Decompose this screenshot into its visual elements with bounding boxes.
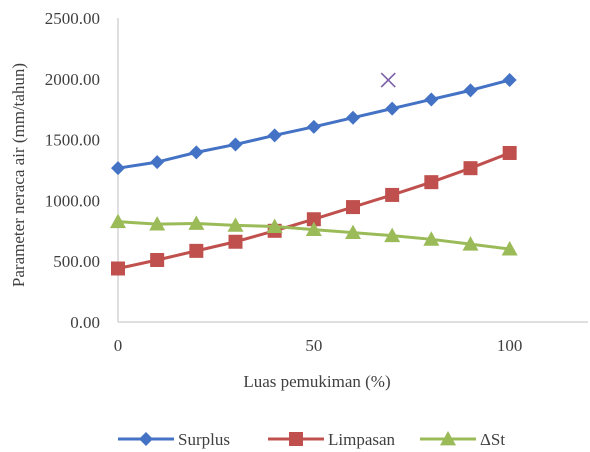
data-point xyxy=(267,128,282,143)
data-point xyxy=(189,145,204,160)
y-tick-label: 2000.00 xyxy=(45,70,100,89)
series-diamond xyxy=(111,73,517,176)
data-point xyxy=(424,92,439,107)
data-point xyxy=(384,227,401,243)
data-point xyxy=(462,236,479,251)
data-point xyxy=(111,161,125,176)
data-point xyxy=(110,213,126,229)
legend-item: Limpasan xyxy=(268,430,396,449)
data-point xyxy=(463,161,478,176)
data-point xyxy=(306,119,321,134)
legend-label: ΔSt xyxy=(480,430,505,449)
extra-markers xyxy=(380,72,396,88)
y-axis-title: Parameter neraca air (mm/tahun) xyxy=(9,63,28,287)
y-tick-labels: 0.00 500.00 1000.00 1500.00 2000.00 2500.00 xyxy=(45,9,100,332)
y-tick-label: 0.00 xyxy=(70,313,100,332)
data-point xyxy=(228,137,243,152)
x-tick-label: 100 xyxy=(497,336,523,355)
legend-marker xyxy=(289,432,303,446)
data-point xyxy=(385,101,400,116)
y-tick-label: 500.00 xyxy=(53,252,100,271)
data-point xyxy=(502,73,517,88)
data-point xyxy=(306,212,321,227)
data-point xyxy=(346,200,360,215)
data-point xyxy=(188,215,205,230)
data-point xyxy=(423,231,440,246)
data-point xyxy=(502,145,517,160)
data-point xyxy=(111,261,125,276)
series-square xyxy=(111,145,517,276)
legend-marker xyxy=(440,431,456,446)
x-tick-label: 0 xyxy=(114,336,123,355)
x-tick-labels: 0 50 100 xyxy=(114,336,523,355)
legend-label: Surplus xyxy=(178,430,230,449)
x-axis-title: Luas pemukiman (%) xyxy=(243,372,390,391)
series-line xyxy=(117,151,511,270)
data-point xyxy=(424,175,439,190)
data-point xyxy=(501,241,518,256)
legend: Surplus Limpasan ΔSt xyxy=(118,430,505,449)
data-point xyxy=(149,216,166,231)
y-tick-label: 2500.00 xyxy=(45,9,100,28)
y-tick-label: 1000.00 xyxy=(45,191,100,210)
legend-marker xyxy=(139,432,153,446)
data-point xyxy=(385,187,400,202)
data-point xyxy=(346,110,360,125)
legend-item: Surplus xyxy=(118,430,230,449)
data-point xyxy=(345,224,361,240)
data-point xyxy=(228,234,243,249)
data-point xyxy=(150,252,165,267)
legend-label: Limpasan xyxy=(328,430,396,449)
series-group xyxy=(110,73,518,276)
x-marker xyxy=(380,72,396,88)
data-point xyxy=(227,217,244,232)
axes xyxy=(117,18,588,323)
x-tick-label: 50 xyxy=(305,336,322,355)
data-point xyxy=(266,218,283,233)
series-triangle xyxy=(110,213,518,256)
data-point xyxy=(150,155,165,170)
legend-item: ΔSt xyxy=(420,430,505,449)
data-point xyxy=(463,83,478,98)
data-point xyxy=(189,243,204,258)
y-tick-label: 1500.00 xyxy=(45,131,100,150)
data-point xyxy=(305,221,322,236)
